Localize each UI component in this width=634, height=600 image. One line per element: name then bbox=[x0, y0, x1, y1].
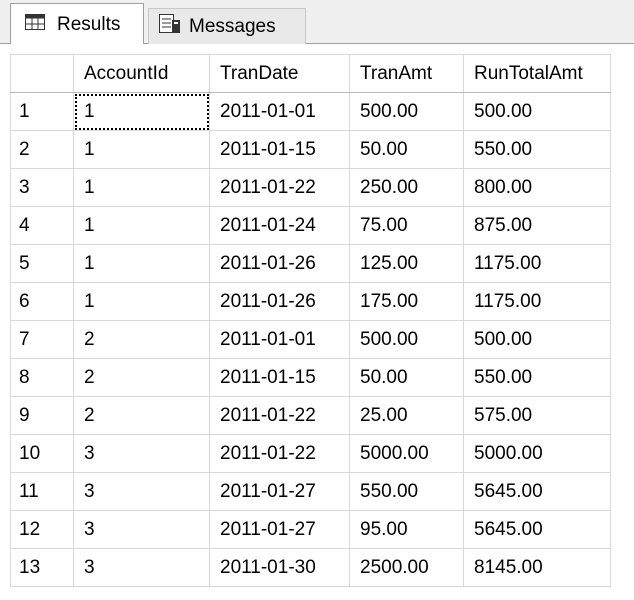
cell-trandate[interactable]: 2011-01-01 bbox=[209, 92, 350, 131]
table-row[interactable]: 10 3 2011-01-22 5000.00 5000.00 bbox=[10, 434, 611, 473]
cell-tranamt[interactable]: 2500.00 bbox=[349, 548, 464, 587]
tab-results[interactable]: Results bbox=[10, 3, 144, 45]
cell-rownum[interactable]: 8 bbox=[10, 358, 74, 397]
column-header-tranamt[interactable]: TranAmt bbox=[349, 54, 464, 93]
table-row[interactable]: 7 2 2011-01-01 500.00 500.00 bbox=[10, 320, 611, 359]
cell-tranamt[interactable]: 125.00 bbox=[349, 244, 464, 283]
cell-rownum[interactable]: 5 bbox=[10, 244, 74, 283]
cell-runtotalamt[interactable]: 5000.00 bbox=[463, 434, 611, 473]
cell-trandate[interactable]: 2011-01-26 bbox=[209, 244, 350, 283]
table-row[interactable]: 9 2 2011-01-22 25.00 575.00 bbox=[10, 396, 611, 435]
cell-tranamt[interactable]: 75.00 bbox=[349, 206, 464, 245]
table-row[interactable]: 1 1 2011-01-01 500.00 500.00 bbox=[10, 92, 611, 131]
cell-accountid[interactable]: 3 bbox=[73, 548, 210, 587]
cell-rownum[interactable]: 11 bbox=[10, 472, 74, 511]
cell-rownum[interactable]: 2 bbox=[10, 130, 74, 169]
cell-tranamt[interactable]: 500.00 bbox=[349, 320, 464, 359]
results-grid[interactable]: AccountId TranDate TranAmt RunTotalAmt 1… bbox=[0, 44, 634, 600]
grid-icon bbox=[25, 13, 45, 36]
table-row[interactable]: 11 3 2011-01-27 550.00 5645.00 bbox=[10, 472, 611, 511]
cell-tranamt[interactable]: 95.00 bbox=[349, 510, 464, 549]
cell-accountid[interactable]: 3 bbox=[73, 472, 210, 511]
cell-trandate[interactable]: 2011-01-27 bbox=[209, 472, 350, 511]
cell-trandate[interactable]: 2011-01-30 bbox=[209, 548, 350, 587]
cell-rownum[interactable]: 7 bbox=[10, 320, 74, 359]
cell-runtotalamt[interactable]: 500.00 bbox=[463, 92, 611, 131]
table-row[interactable]: 6 1 2011-01-26 175.00 1175.00 bbox=[10, 282, 611, 321]
cell-tranamt[interactable]: 250.00 bbox=[349, 168, 464, 207]
table-row[interactable]: 4 1 2011-01-24 75.00 875.00 bbox=[10, 206, 611, 245]
cell-rownum[interactable]: 1 bbox=[10, 92, 74, 131]
cell-trandate[interactable]: 2011-01-24 bbox=[209, 206, 350, 245]
tab-messages-label: Messages bbox=[189, 15, 276, 37]
cell-tranamt[interactable]: 50.00 bbox=[349, 358, 464, 397]
cell-tranamt[interactable]: 550.00 bbox=[349, 472, 464, 511]
messages-icon bbox=[159, 13, 181, 40]
cell-tranamt[interactable]: 5000.00 bbox=[349, 434, 464, 473]
column-header-runtotalamt[interactable]: RunTotalAmt bbox=[463, 54, 611, 93]
cell-tranamt[interactable]: 500.00 bbox=[349, 92, 464, 131]
cell-accountid[interactable]: 3 bbox=[73, 510, 210, 549]
cell-runtotalamt[interactable]: 8145.00 bbox=[463, 548, 611, 587]
cell-rownum[interactable]: 13 bbox=[10, 548, 74, 587]
cell-accountid[interactable]: 2 bbox=[73, 358, 210, 397]
cell-runtotalamt[interactable]: 875.00 bbox=[463, 206, 611, 245]
cell-rownum[interactable]: 6 bbox=[10, 282, 74, 321]
cell-trandate[interactable]: 2011-01-15 bbox=[209, 130, 350, 169]
cell-runtotalamt[interactable]: 1175.00 bbox=[463, 244, 611, 283]
cell-runtotalamt[interactable]: 1175.00 bbox=[463, 282, 611, 321]
cell-runtotalamt[interactable]: 550.00 bbox=[463, 358, 611, 397]
cell-accountid[interactable]: 1 bbox=[73, 130, 210, 169]
column-header-trandate[interactable]: TranDate bbox=[209, 54, 350, 93]
cell-trandate[interactable]: 2011-01-22 bbox=[209, 168, 350, 207]
cell-accountid[interactable]: 1 bbox=[73, 206, 210, 245]
cell-rownum[interactable]: 4 bbox=[10, 206, 74, 245]
column-header-accountid[interactable]: AccountId bbox=[73, 54, 210, 93]
cell-runtotalamt[interactable]: 5645.00 bbox=[463, 472, 611, 511]
cell-rownum[interactable]: 3 bbox=[10, 168, 74, 207]
table-row[interactable]: 5 1 2011-01-26 125.00 1175.00 bbox=[10, 244, 611, 283]
cell-rownum[interactable]: 10 bbox=[10, 434, 74, 473]
cell-tranamt[interactable]: 25.00 bbox=[349, 396, 464, 435]
table-row[interactable]: 13 3 2011-01-30 2500.00 8145.00 bbox=[10, 548, 611, 587]
results-tabstrip: Results Messages bbox=[0, 0, 634, 45]
table-row[interactable]: 3 1 2011-01-22 250.00 800.00 bbox=[10, 168, 611, 207]
cell-trandate[interactable]: 2011-01-22 bbox=[209, 434, 350, 473]
tab-messages[interactable]: Messages bbox=[148, 8, 306, 44]
cell-accountid[interactable]: 3 bbox=[73, 434, 210, 473]
cell-runtotalamt[interactable]: 550.00 bbox=[463, 130, 611, 169]
cell-trandate[interactable]: 2011-01-27 bbox=[209, 510, 350, 549]
cell-runtotalamt[interactable]: 575.00 bbox=[463, 396, 611, 435]
cell-runtotalamt[interactable]: 800.00 bbox=[463, 168, 611, 207]
cell-trandate[interactable]: 2011-01-26 bbox=[209, 282, 350, 321]
table-row[interactable]: 12 3 2011-01-27 95.00 5645.00 bbox=[10, 510, 611, 549]
cell-tranamt[interactable]: 175.00 bbox=[349, 282, 464, 321]
cell-trandate[interactable]: 2011-01-01 bbox=[209, 320, 350, 359]
table-row[interactable]: 8 2 2011-01-15 50.00 550.00 bbox=[10, 358, 611, 397]
cell-accountid[interactable]: 1 bbox=[73, 244, 210, 283]
cell-accountid[interactable]: 1 bbox=[73, 92, 210, 131]
cell-rownum[interactable]: 12 bbox=[10, 510, 74, 549]
tab-results-label: Results bbox=[57, 13, 121, 35]
column-header-rownum[interactable] bbox=[10, 54, 74, 93]
cell-rownum[interactable]: 9 bbox=[10, 396, 74, 435]
cell-runtotalamt[interactable]: 5645.00 bbox=[463, 510, 611, 549]
cell-trandate[interactable]: 2011-01-22 bbox=[209, 396, 350, 435]
cell-accountid[interactable]: 1 bbox=[73, 282, 210, 321]
results-table: AccountId TranDate TranAmt RunTotalAmt 1… bbox=[10, 54, 611, 587]
cell-accountid[interactable]: 1 bbox=[73, 168, 210, 207]
cell-runtotalamt[interactable]: 500.00 bbox=[463, 320, 611, 359]
cell-tranamt[interactable]: 50.00 bbox=[349, 130, 464, 169]
table-header-row: AccountId TranDate TranAmt RunTotalAmt bbox=[10, 54, 611, 93]
table-row[interactable]: 2 1 2011-01-15 50.00 550.00 bbox=[10, 130, 611, 169]
cell-accountid[interactable]: 2 bbox=[73, 396, 210, 435]
cell-accountid[interactable]: 2 bbox=[73, 320, 210, 359]
cell-trandate[interactable]: 2011-01-15 bbox=[209, 358, 350, 397]
